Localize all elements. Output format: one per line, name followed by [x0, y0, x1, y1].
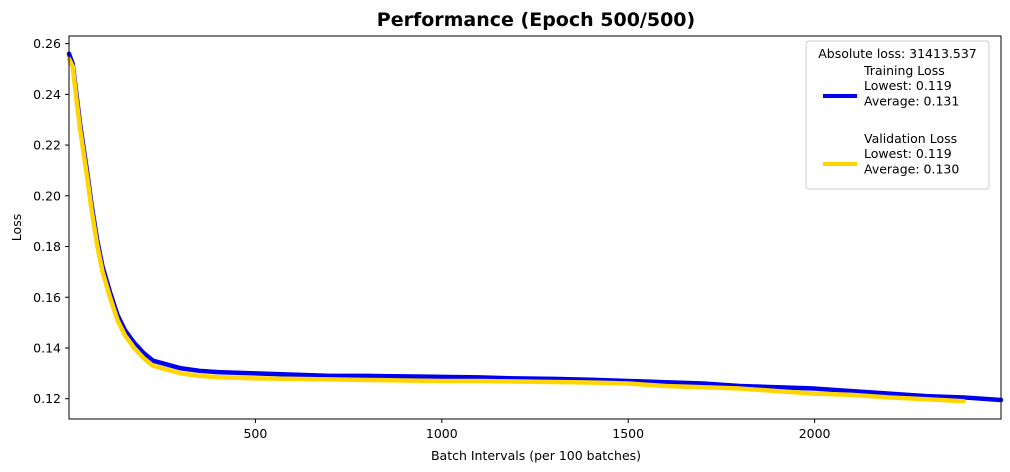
legend-entry-text: Average: 0.130 [864, 161, 959, 176]
chart-title: Performance (Epoch 500/500) [377, 9, 695, 31]
legend-entry-text: Validation Loss [864, 131, 957, 146]
x-tick-label: 1500 [612, 426, 644, 441]
legend-title: Absolute loss: 31413.537 [818, 46, 977, 61]
legend-entry-text: Lowest: 0.119 [864, 78, 952, 93]
validation-loss-line [66, 56, 966, 404]
x-tick-label: 500 [243, 426, 267, 441]
legend-entry-text: Training Loss [863, 63, 945, 78]
series-layer [66, 51, 1004, 404]
x-tick-label: 1000 [426, 426, 458, 441]
legend-entry-text: Lowest: 0.119 [864, 146, 952, 161]
y-tick-label: 0.16 [33, 290, 61, 305]
y-tick-label: 0.26 [33, 36, 61, 51]
plot-frame [68, 35, 1002, 420]
y-tick-label: 0.14 [33, 340, 61, 355]
ticks-layer: 500 1000 1500 2000 0.12 0.14 0.16 0.18 0.20 0.22 0… [33, 36, 830, 441]
y-tick-label: 0.18 [33, 239, 61, 254]
y-tick-label: 0.12 [33, 391, 61, 406]
legend: Absolute loss: 31413.537 Training LossLo… [805, 40, 990, 190]
y-tick-label: 0.24 [33, 87, 61, 102]
legend-entry-text: Average: 0.131 [864, 93, 959, 108]
y-axis-title: Loss [9, 214, 24, 241]
y-tick-label: 0.20 [33, 188, 61, 203]
x-axis-title: Batch Intervals (per 100 batches) [431, 448, 641, 463]
y-tick-label: 0.22 [33, 138, 61, 153]
legend-box [805, 40, 990, 190]
x-tick-label: 2000 [799, 426, 831, 441]
